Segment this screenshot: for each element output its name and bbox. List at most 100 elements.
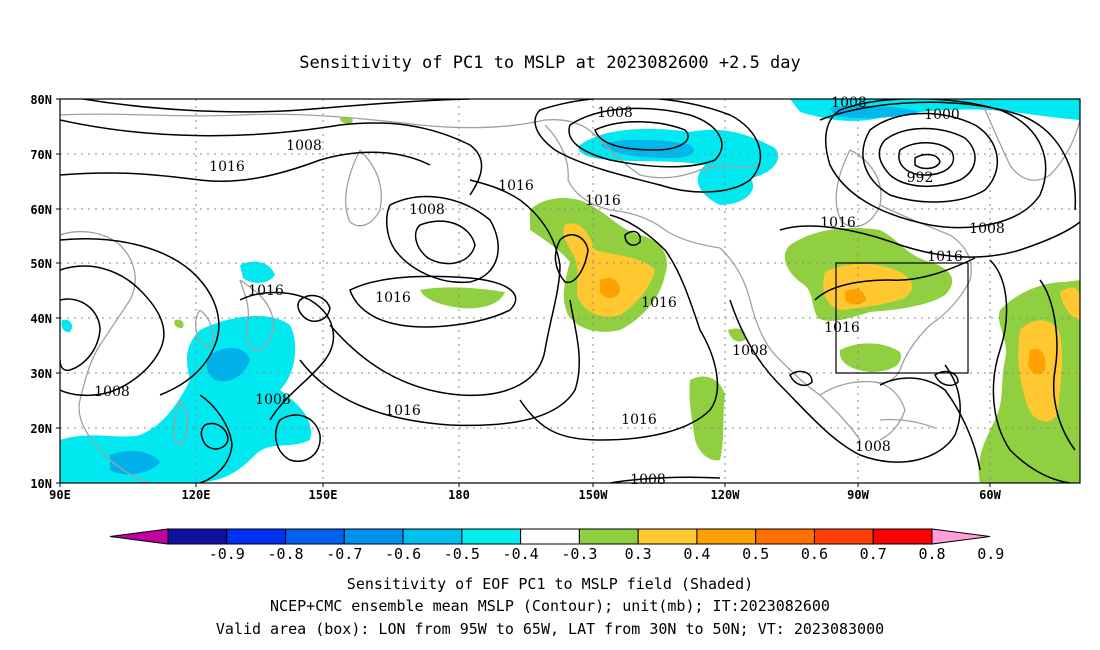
coast-na-east bbox=[874, 204, 972, 384]
contour-line bbox=[609, 476, 721, 483]
colorbar-label: -0.4 bbox=[503, 545, 539, 563]
contour-line bbox=[414, 220, 476, 265]
colorbar-cell bbox=[872, 528, 933, 545]
colorbar-cell bbox=[755, 528, 815, 545]
colorbar-cell bbox=[402, 528, 463, 545]
map-frame bbox=[59, 98, 1081, 484]
contour-label: 1008 bbox=[630, 472, 666, 488]
colorbar-cell bbox=[578, 528, 639, 545]
coast-cuba bbox=[879, 418, 936, 429]
lon-axis: 90E 120E 150E 180 150W 120W 90W 60W bbox=[49, 483, 1002, 502]
shade-pos-small-2 bbox=[340, 116, 353, 124]
contour-line bbox=[299, 299, 581, 427]
shade-neg-scs-core bbox=[110, 450, 160, 475]
colorbar-label: 0.7 bbox=[860, 545, 887, 563]
shade-pos-bering bbox=[420, 287, 505, 309]
contour-line bbox=[519, 214, 719, 441]
mslp-contours bbox=[60, 99, 1080, 483]
colorbar-cell bbox=[520, 528, 580, 545]
contour-line bbox=[60, 119, 483, 196]
caption-line-3: Valid area (box): LON from 95W to 65W, L… bbox=[216, 620, 884, 638]
contour-line bbox=[819, 101, 1077, 211]
coast-na-west bbox=[719, 247, 861, 441]
colorbar-extend-low bbox=[109, 528, 169, 545]
contour-line bbox=[199, 394, 233, 483]
contour-line bbox=[60, 298, 101, 372]
contour-line bbox=[78, 99, 471, 113]
lat-axis: 80N 70N 60N 50N 40N 30N 20N 10N bbox=[30, 93, 60, 491]
contour-line bbox=[60, 265, 165, 397]
coast-philippines bbox=[172, 399, 189, 445]
map-panel: 1008 1016 1016 1008 1008 1016 1016 1016 … bbox=[59, 95, 1081, 488]
shade-pos-atlantic-ne bbox=[1060, 287, 1080, 320]
colorbar-cell bbox=[343, 528, 404, 545]
contour-label: 1016 bbox=[498, 178, 534, 194]
lat-tick-label: 80N bbox=[30, 93, 52, 107]
lat-tick-label: 70N bbox=[30, 148, 52, 162]
shade-pos-gulf-mexico bbox=[839, 343, 901, 372]
lat-tick-label: 30N bbox=[30, 367, 52, 381]
shade-pos-small-1 bbox=[728, 328, 746, 342]
lon-tick-label: 60W bbox=[979, 488, 1001, 502]
shade-neg-arctic-core bbox=[830, 105, 920, 119]
lat-tick-label: 10N bbox=[30, 477, 52, 491]
lat-tick-label: 20N bbox=[30, 422, 52, 436]
coast-kamchatka bbox=[345, 149, 382, 227]
contour-line bbox=[534, 99, 761, 193]
colorbar-label: 0.5 bbox=[742, 545, 769, 563]
colorbar-cell bbox=[285, 528, 345, 545]
shade-pos-small-3 bbox=[174, 319, 184, 328]
colorbar-cell bbox=[167, 528, 228, 545]
colorbar-label: 0.8 bbox=[918, 545, 945, 563]
shade-pos-us-east-core bbox=[845, 289, 866, 305]
contour-line bbox=[862, 112, 999, 203]
valid-area-box bbox=[835, 262, 969, 374]
colorbar-label: 0.4 bbox=[683, 545, 710, 563]
coast-japan bbox=[239, 279, 274, 353]
contour-line bbox=[824, 99, 1047, 229]
contour-label: 1008 bbox=[94, 384, 130, 400]
contour-line bbox=[729, 299, 961, 463]
contour-label: 1016 bbox=[621, 412, 657, 428]
lat-tick-label: 40N bbox=[30, 312, 52, 326]
lon-tick-label: 150W bbox=[579, 488, 609, 502]
contour-label: 1008 bbox=[597, 105, 633, 121]
contour-label: 1016 bbox=[248, 283, 284, 299]
contour-line bbox=[814, 257, 976, 301]
contour-label: 992 bbox=[907, 170, 934, 186]
contour-label: 1008 bbox=[855, 439, 891, 455]
shade-neg-west-pacific bbox=[240, 261, 275, 283]
colorbar-cell bbox=[226, 528, 287, 545]
shade-pos-gulf-alaska-core bbox=[600, 278, 620, 298]
map-title: Sensitivity of PC1 to MSLP at 2023082600… bbox=[299, 53, 801, 73]
contour-line bbox=[329, 179, 561, 397]
contour-line bbox=[568, 107, 723, 168]
contour-label: 1016 bbox=[585, 193, 621, 209]
coast-gulf bbox=[819, 380, 906, 441]
contour-line bbox=[779, 221, 1080, 258]
colorbar-label: -0.9 bbox=[209, 545, 245, 563]
lon-tick-label: 90W bbox=[847, 488, 869, 502]
shade-neg-japan-core bbox=[206, 348, 250, 382]
positive-sensitivity-shading bbox=[174, 116, 1080, 483]
contour-line bbox=[60, 151, 431, 183]
colorbar-label: -0.7 bbox=[326, 545, 362, 563]
contour-line bbox=[594, 121, 689, 151]
lat-tick-label: 50N bbox=[30, 257, 52, 271]
contour-line bbox=[914, 153, 941, 170]
contour-label: 1008 bbox=[732, 343, 768, 359]
contour-line bbox=[934, 370, 959, 387]
colorbar-label: 0.6 bbox=[801, 545, 828, 563]
contour-label: 1016 bbox=[927, 249, 963, 265]
contour-line bbox=[879, 377, 981, 471]
contour-line bbox=[200, 422, 229, 450]
contour-line bbox=[297, 294, 331, 322]
contour-line bbox=[60, 238, 220, 396]
contour-label: 1016 bbox=[641, 295, 677, 311]
contour-label: 1016 bbox=[824, 320, 860, 336]
lon-tick-label: 120E bbox=[182, 488, 211, 502]
contour-line bbox=[789, 370, 813, 387]
coast-asia-east bbox=[60, 230, 151, 483]
lon-tick-label: 180 bbox=[448, 488, 470, 502]
